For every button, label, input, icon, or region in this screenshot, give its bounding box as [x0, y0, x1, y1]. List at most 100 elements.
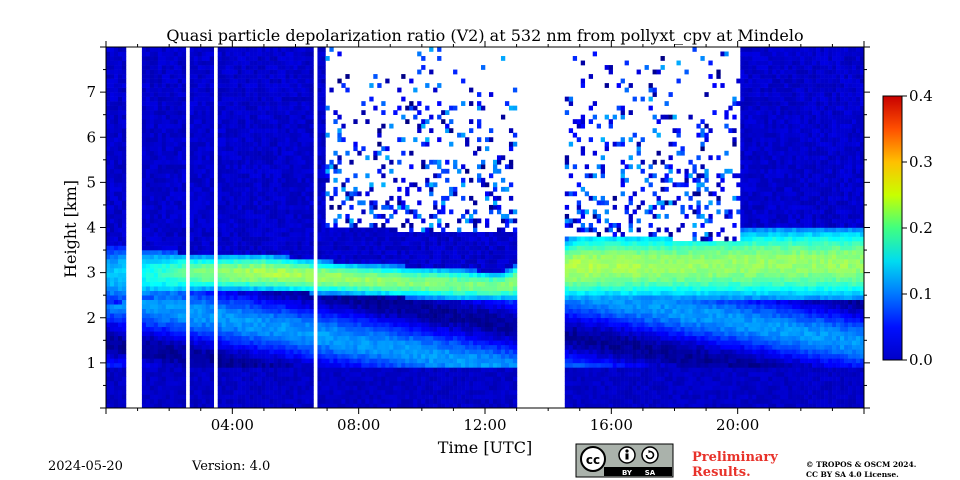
heatmap-cell [149, 322, 155, 328]
heatmap-cell [293, 60, 298, 66]
heatmap-cell [265, 69, 270, 75]
heatmap-cell [209, 290, 215, 296]
heatmap-cell [325, 362, 330, 368]
heatmap-cell [253, 191, 258, 197]
heatmap-cell [329, 227, 334, 233]
heatmap-cell [109, 358, 115, 364]
heatmap-cell [289, 389, 294, 395]
heatmap-cell [345, 87, 350, 93]
heatmap-cell [385, 250, 390, 255]
heatmap-cell [161, 362, 167, 368]
heatmap-cell [177, 245, 183, 251]
heatmap-cell [277, 335, 282, 341]
heatmap-cell [389, 317, 394, 323]
heatmap-cell [317, 227, 322, 233]
heatmap-cell [273, 209, 278, 215]
heatmap-cell [413, 389, 418, 395]
heatmap-cell [121, 232, 127, 237]
heatmap-cell [257, 340, 262, 346]
heatmap-cell [281, 222, 286, 228]
heatmap-cell [357, 150, 362, 156]
heatmap-cell [333, 150, 338, 156]
heatmap-cell [289, 209, 294, 215]
heatmap-cell [193, 87, 199, 93]
heatmap-cell [401, 340, 406, 346]
heatmap-cell [261, 56, 266, 61]
heatmap-cell [149, 349, 155, 355]
heatmap-cell [161, 326, 167, 332]
heatmap-cell [381, 358, 386, 364]
heatmap-cell [301, 254, 306, 260]
heatmap-cell [181, 313, 187, 319]
heatmap-cell [225, 137, 230, 143]
heatmap-cell [301, 331, 306, 337]
heatmap-cell [117, 51, 123, 57]
heatmap-cell [301, 259, 306, 264]
heatmap-cell [205, 92, 211, 97]
heatmap-cell [257, 308, 262, 314]
heatmap-cell [257, 344, 262, 350]
heatmap-cell [349, 340, 354, 346]
heatmap-cell [189, 335, 195, 341]
heatmap-cell [257, 263, 262, 269]
heatmap-cell [281, 110, 286, 115]
heatmap-cell [169, 47, 175, 52]
heatmap-cell [361, 236, 366, 242]
heatmap-cell [113, 250, 119, 255]
heatmap-cell [393, 272, 398, 278]
heatmap-cell [285, 344, 290, 350]
heatmap-cell [161, 146, 167, 152]
heatmap-cell [189, 159, 195, 165]
heatmap-cell [241, 110, 246, 115]
heatmap-cell [153, 150, 159, 156]
heatmap-cell [237, 204, 242, 210]
heatmap-cell [177, 380, 183, 386]
heatmap-cell [397, 295, 402, 300]
heatmap-cell [381, 394, 386, 400]
heatmap-cell [325, 349, 330, 355]
heatmap-cell [169, 191, 175, 197]
heatmap-cell [177, 227, 183, 233]
heatmap-cell [189, 259, 195, 264]
heatmap-cell [305, 241, 310, 246]
heatmap-cell [165, 376, 171, 382]
heatmap-cell [169, 200, 175, 206]
heatmap-cell [153, 155, 159, 161]
heatmap-cell [301, 218, 306, 224]
heatmap-cell [217, 110, 222, 115]
heatmap-cell [265, 150, 270, 156]
heatmap-cell [113, 232, 119, 237]
heatmap-cell [309, 101, 314, 106]
heatmap-cell [349, 376, 354, 382]
heatmap-cell [421, 317, 426, 323]
heatmap-cell [265, 110, 270, 115]
heatmap-cell [106, 353, 111, 359]
heatmap-cell [317, 241, 322, 246]
heatmap-cell [397, 371, 402, 377]
heatmap-cell [209, 227, 215, 233]
heatmap-cell [413, 277, 418, 282]
heatmap-cell [157, 335, 163, 341]
heatmap-cell [305, 245, 310, 251]
heatmap-cell [393, 295, 398, 300]
heatmap-cell [241, 159, 246, 165]
heatmap-cell [253, 119, 258, 125]
heatmap-cell [329, 164, 334, 170]
heatmap-cell [305, 344, 310, 350]
heatmap-cell [409, 331, 414, 337]
heatmap-cell [106, 150, 111, 156]
heatmap-cell [169, 259, 175, 264]
heatmap-cell [221, 268, 226, 273]
heatmap-cell [381, 277, 386, 282]
heatmap-cell [145, 132, 151, 138]
heatmap-cell [165, 173, 171, 179]
heatmap-cell [277, 222, 282, 228]
heatmap-cell [181, 272, 187, 278]
heatmap-cell [257, 335, 262, 341]
heatmap-cell [217, 173, 222, 179]
heatmap-cell [249, 326, 254, 332]
heatmap-cell [413, 398, 418, 404]
heatmap-cell [333, 272, 338, 278]
heatmap-cell [106, 358, 111, 364]
heatmap-cell [345, 317, 350, 323]
